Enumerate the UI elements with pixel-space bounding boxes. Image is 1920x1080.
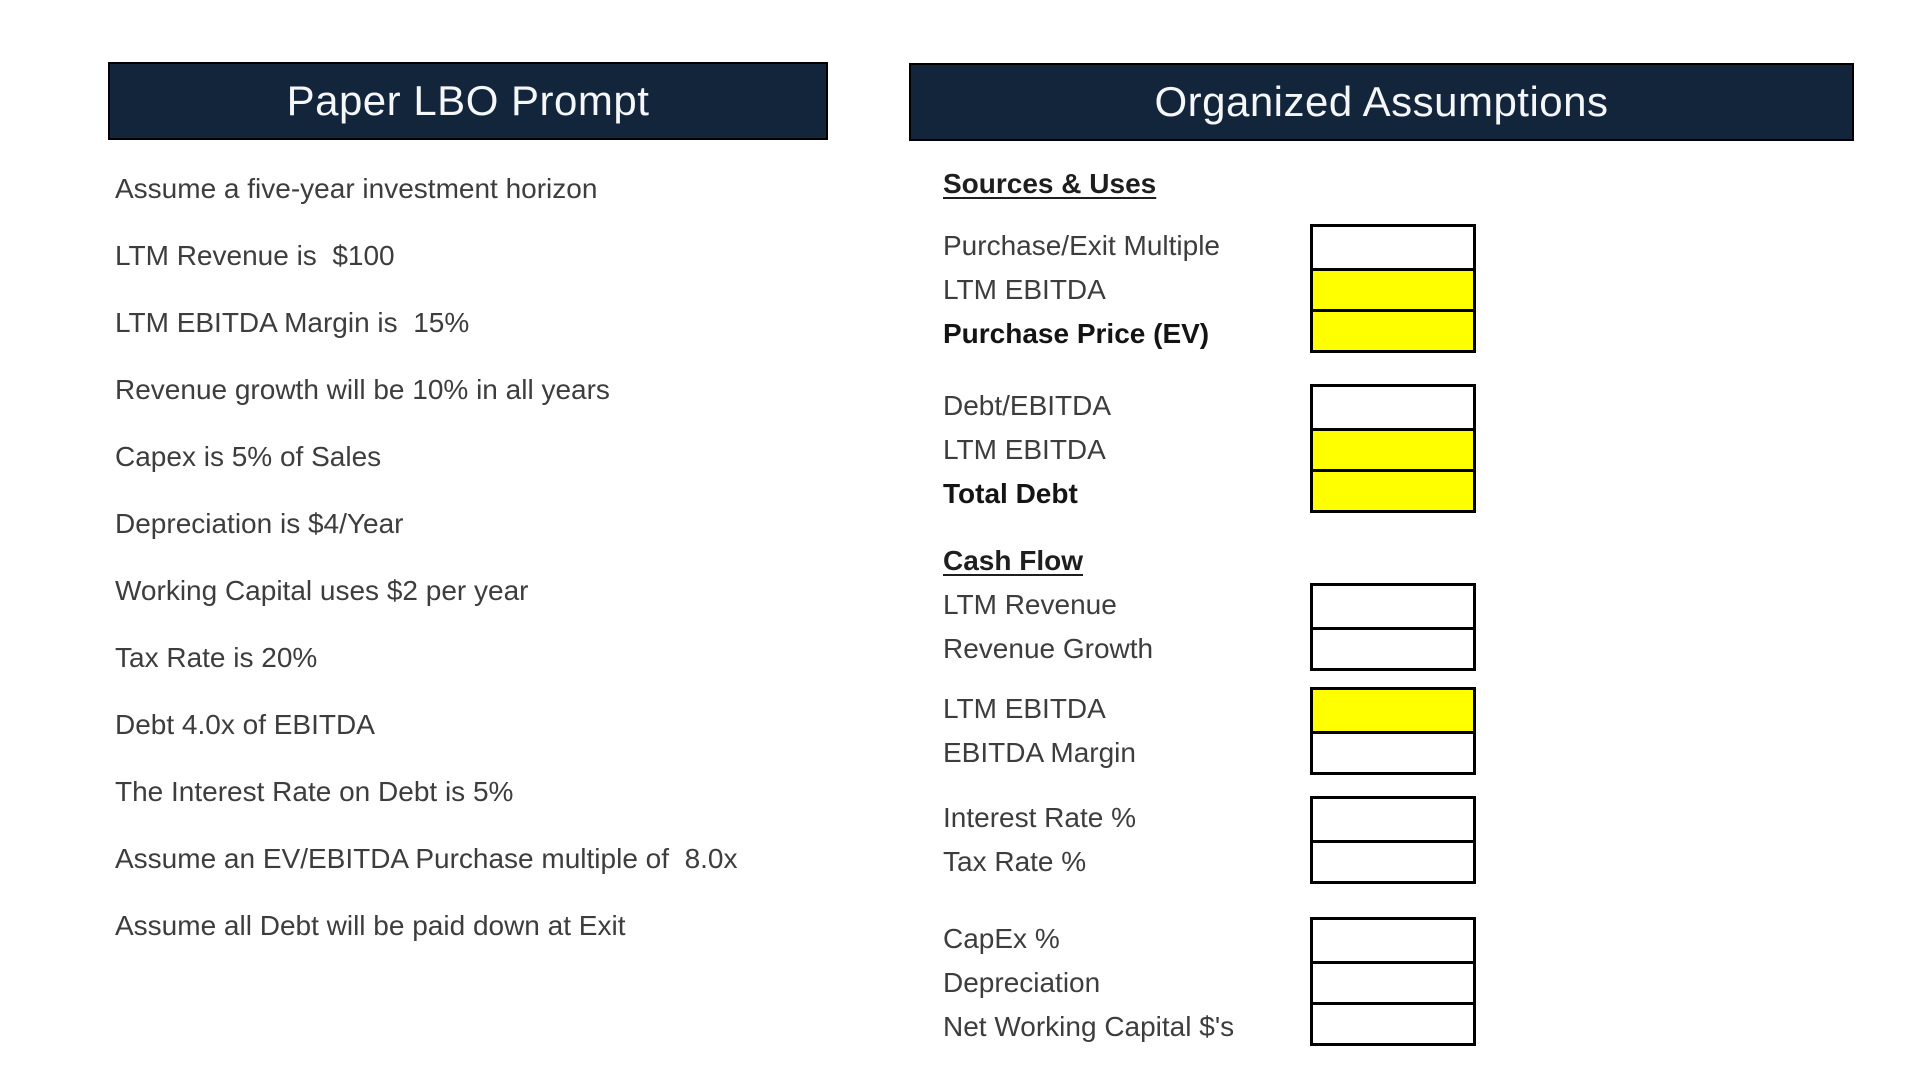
prompt-item: The Interest Rate on Debt is 5% xyxy=(115,776,514,807)
value-box-group xyxy=(1310,917,1476,1046)
prompt-item: Assume a five-year investment horizon xyxy=(115,173,598,204)
prompt-item: Tax Rate is 20% xyxy=(115,642,318,673)
right-header-bar: Organized Assumptions xyxy=(909,63,1854,141)
value-box[interactable] xyxy=(1313,469,1473,510)
assumption-label: Total Debt xyxy=(943,478,1078,509)
left-panel-title: Paper LBO Prompt xyxy=(286,77,650,124)
left-header-bar: Paper LBO Prompt xyxy=(108,62,828,140)
section-heading-cash-flow: Cash Flow xyxy=(943,545,1084,576)
prompt-list: Assume a five-year investment horizon LT… xyxy=(115,155,775,959)
prompt-item: Assume an EV/EBITDA Purchase multiple of… xyxy=(115,843,738,874)
value-box[interactable] xyxy=(1313,1002,1473,1043)
label-column: Purchase/Exit Multiple LTM EBITDA Purcha… xyxy=(943,224,1303,356)
value-box[interactable] xyxy=(1313,387,1473,428)
prompt-item: LTM Revenue is $100 xyxy=(115,240,395,271)
prompt-item: Capex is 5% of Sales xyxy=(115,441,382,472)
assumption-label: Depreciation xyxy=(943,967,1101,998)
value-box[interactable] xyxy=(1313,799,1473,840)
value-box[interactable] xyxy=(1313,961,1473,1002)
value-box[interactable] xyxy=(1313,731,1473,772)
prompt-item: Depreciation is $4/Year xyxy=(115,508,404,539)
value-box-group xyxy=(1310,796,1476,884)
value-box[interactable] xyxy=(1313,428,1473,469)
assumption-label: Net Working Capital $'s xyxy=(943,1011,1235,1042)
section-heading-sources-uses: Sources & Uses xyxy=(943,168,1157,199)
label-column: LTM EBITDA EBITDA Margin xyxy=(943,687,1303,775)
label-column: CapEx % Depreciation Net Working Capital… xyxy=(943,917,1303,1049)
value-box[interactable] xyxy=(1313,690,1473,731)
assumption-label: LTM EBITDA xyxy=(943,434,1106,465)
value-box-group xyxy=(1310,583,1476,671)
prompt-item: Working Capital uses $2 per year xyxy=(115,575,529,606)
assumption-label: EBITDA Margin xyxy=(943,737,1136,768)
value-box[interactable] xyxy=(1313,268,1473,309)
label-column: Interest Rate % Tax Rate % xyxy=(943,796,1303,884)
label-column: LTM Revenue Revenue Growth xyxy=(943,583,1303,671)
value-box[interactable] xyxy=(1313,627,1473,668)
value-box-group xyxy=(1310,687,1476,775)
label-column: Debt/EBITDA LTM EBITDA Total Debt xyxy=(943,384,1303,516)
prompt-item: Assume all Debt will be paid down at Exi… xyxy=(115,910,626,941)
value-box[interactable] xyxy=(1313,840,1473,881)
assumption-label: CapEx % xyxy=(943,923,1060,954)
assumption-label: Debt/EBITDA xyxy=(943,390,1112,421)
prompt-item: LTM EBITDA Margin is 15% xyxy=(115,307,470,338)
prompt-item: Revenue growth will be 10% in all years xyxy=(115,374,610,405)
assumption-label: Interest Rate % xyxy=(943,802,1136,833)
value-box[interactable] xyxy=(1313,920,1473,961)
assumption-label: LTM EBITDA xyxy=(943,693,1106,724)
prompt-item: Debt 4.0x of EBITDA xyxy=(115,709,375,740)
right-panel-title: Organized Assumptions xyxy=(1154,78,1609,125)
assumption-label: Purchase Price (EV) xyxy=(943,318,1210,349)
value-box[interactable] xyxy=(1313,227,1473,268)
assumption-label: Purchase/Exit Multiple xyxy=(943,230,1221,261)
assumption-label: Revenue Growth xyxy=(943,633,1154,664)
value-box[interactable] xyxy=(1313,309,1473,350)
value-box-group xyxy=(1310,384,1476,513)
value-box-group xyxy=(1310,224,1476,353)
assumption-label: LTM Revenue xyxy=(943,589,1117,620)
assumption-label: Tax Rate % xyxy=(943,846,1087,877)
value-box[interactable] xyxy=(1313,586,1473,627)
assumption-label: LTM EBITDA xyxy=(943,274,1106,305)
